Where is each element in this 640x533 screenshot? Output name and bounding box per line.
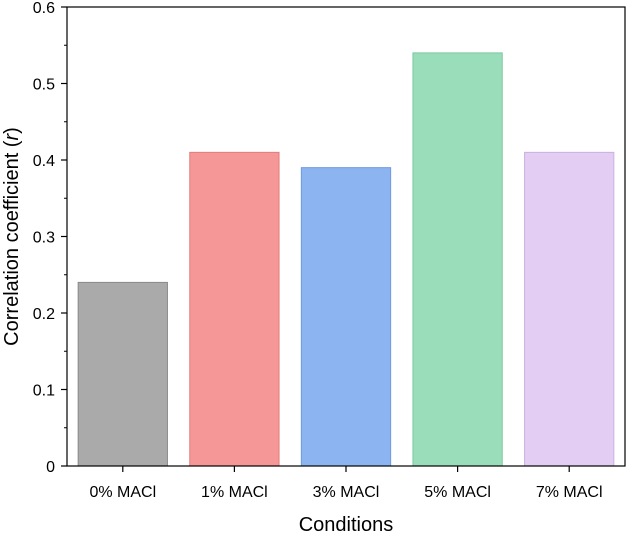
bars-group (77, 52, 615, 467)
y-tick-label: 0.4 (33, 153, 55, 170)
bar-3 (412, 52, 503, 467)
bar-0 (77, 281, 168, 467)
x-axis-title: Conditions (299, 514, 394, 533)
y-tick-label: 0 (46, 459, 55, 476)
y-axis-ticks: 0 0.1 0.2 0.3 0.4 0.5 0.6 (33, 0, 67, 476)
y-tick-label: 0.6 (33, 0, 55, 17)
x-tick-label: 0% MACl (89, 484, 156, 501)
y-axis-title-pre: Correlation coefficient ( (1, 140, 23, 346)
bar-2 (300, 167, 392, 467)
y-axis-title: Correlation coefficient (r) (1, 127, 23, 346)
y-axis-title-post: ) (1, 127, 23, 134)
x-axis-ticks: 0% MACl 1% MACl 3% MACl 5% MACl 7% MACl (89, 466, 603, 501)
y-tick-label: 0.1 (33, 383, 55, 400)
bar-4 (524, 151, 615, 467)
y-tick-label: 0.2 (33, 306, 55, 323)
plot-frame (66, 6, 626, 467)
y-tick-label: 0.3 (33, 230, 55, 247)
x-tick-label: 7% MACl (536, 484, 603, 501)
y-tick-label: 0.5 (33, 77, 55, 94)
bar-1 (189, 151, 280, 467)
x-tick-label: 3% MACl (313, 484, 380, 501)
x-tick-label: 5% MACl (424, 484, 491, 501)
x-tick-label: 1% MACl (201, 484, 268, 501)
y-axis-title-italic: r (1, 133, 23, 141)
